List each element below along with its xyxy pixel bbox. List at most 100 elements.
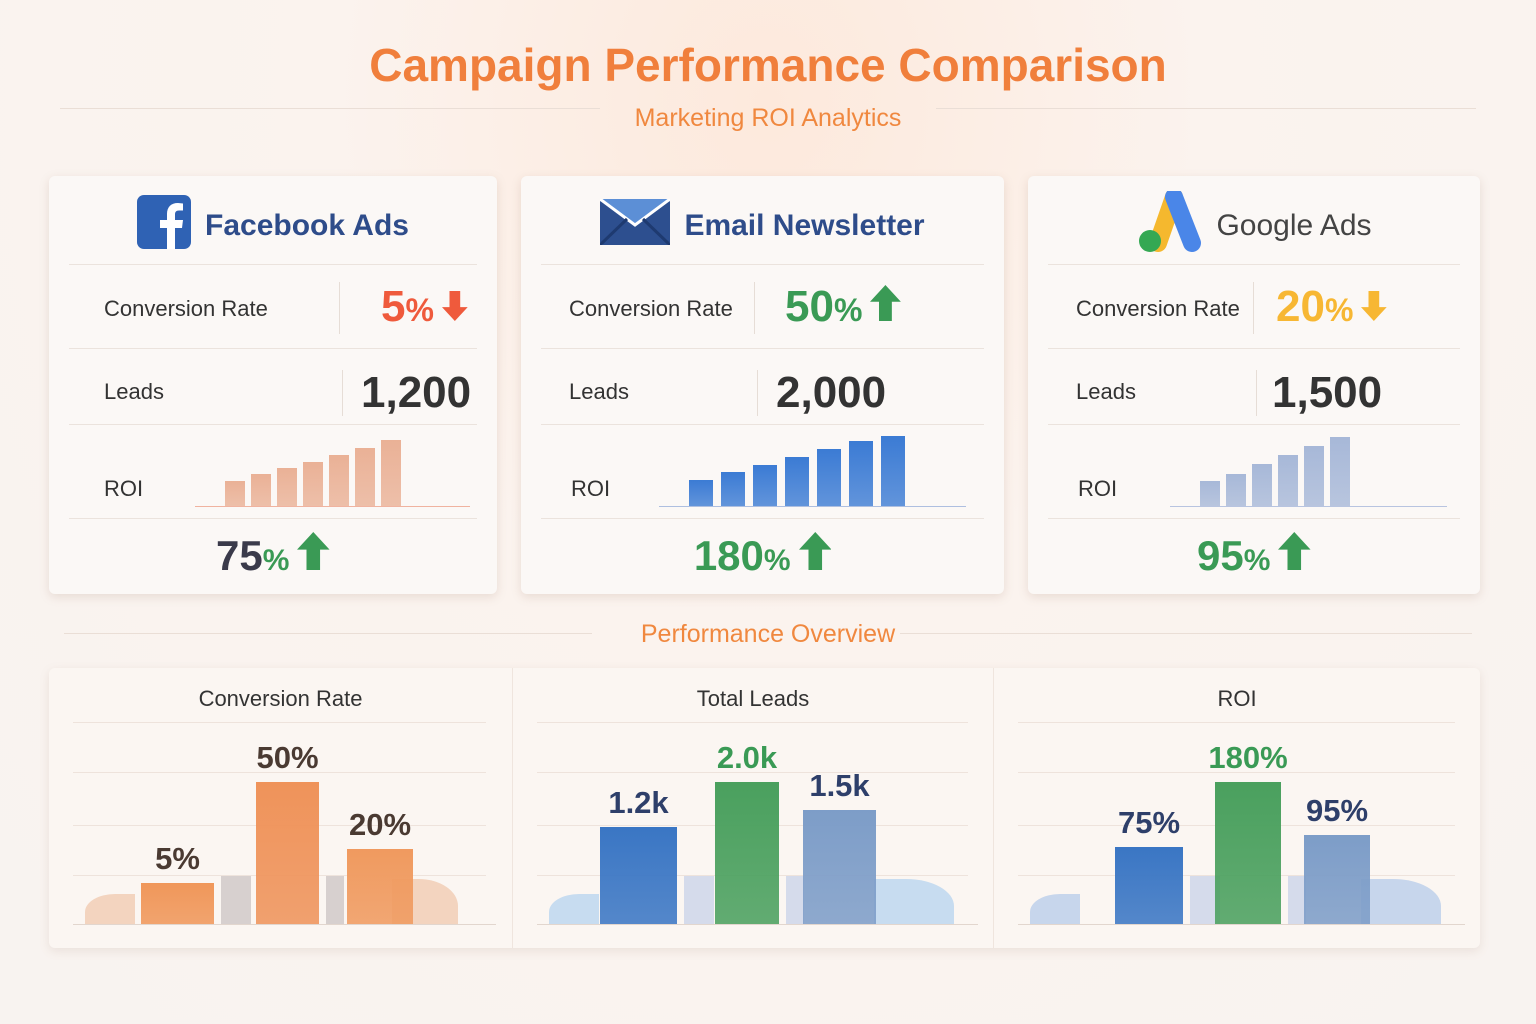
trend-bar xyxy=(753,465,777,506)
divider xyxy=(69,424,477,425)
bar-email-newsletter[interactable] xyxy=(1215,782,1281,924)
chart-title: ROI xyxy=(1217,686,1257,711)
divider xyxy=(64,633,592,634)
card-title: Email Newsletter xyxy=(684,209,925,242)
overview-panel: Conversion Rate 5% 50% 20% Total Leads 1.2k 2.… xyxy=(49,668,1480,948)
bar-google-ads[interactable] xyxy=(803,810,876,924)
divider xyxy=(1048,518,1460,519)
divider xyxy=(900,633,1472,634)
conversion-rate-value: 50% xyxy=(785,282,902,332)
bar-facebook-ads[interactable] xyxy=(1115,847,1183,924)
roi-label: ROI xyxy=(104,476,144,501)
value-number: 20 xyxy=(1276,282,1325,331)
arrow-down-icon xyxy=(441,282,468,332)
arrow-up-icon xyxy=(798,532,832,580)
data-label: 180% xyxy=(1208,740,1288,775)
arrow-up-icon xyxy=(870,282,902,332)
leads-value: 1,500 xyxy=(1272,368,1383,417)
data-label: 75% xyxy=(1117,805,1181,840)
value-unit: % xyxy=(262,544,290,577)
roi-label: ROI xyxy=(1078,476,1118,501)
leads-value: 1,200 xyxy=(361,368,472,417)
decorative-bar xyxy=(1288,876,1306,924)
card-title: Google Ads xyxy=(1216,209,1372,242)
overview-chart-1: Total Leads 1.2k 2.0k 1.5k xyxy=(512,668,993,948)
conversion-rate-label: Conversion Rate xyxy=(104,296,268,321)
gridline xyxy=(1018,722,1455,723)
divider xyxy=(342,370,343,416)
x-axis xyxy=(1018,924,1465,925)
divider xyxy=(1048,264,1460,265)
trend-bar xyxy=(849,441,873,506)
gridline xyxy=(1018,772,1455,773)
decorative-hill xyxy=(85,894,135,924)
trend-bar xyxy=(1200,481,1220,506)
data-label: 20% xyxy=(348,807,412,842)
trend-bar xyxy=(881,436,905,506)
campaign-card: Email Newsletter Conversion Rate 50% Leads 2… xyxy=(521,176,1004,594)
facebook-icon xyxy=(137,195,192,257)
bar-email-newsletter[interactable] xyxy=(715,782,779,924)
trend-bar xyxy=(1304,446,1324,506)
conversion-rate-value: 20% xyxy=(1276,282,1388,332)
trend-bar xyxy=(721,472,745,506)
decorative-bar xyxy=(326,876,344,924)
leads-label: Leads xyxy=(104,379,164,404)
value-unit: % xyxy=(405,292,434,328)
gridline xyxy=(73,722,486,723)
trend-bar xyxy=(381,440,401,506)
x-axis xyxy=(73,924,496,925)
divider xyxy=(936,108,1476,109)
trend-bar xyxy=(1330,437,1350,506)
value-number: 180 xyxy=(693,532,764,579)
trend-bar xyxy=(817,449,841,506)
trend-bar xyxy=(1226,474,1246,506)
conversion-rate-label: Conversion Rate xyxy=(569,296,733,321)
roi-trend-chart xyxy=(689,434,905,506)
roi-trend-chart xyxy=(1200,434,1350,506)
data-label: 95% xyxy=(1305,793,1369,828)
roi-trend-chart xyxy=(225,434,401,506)
card-header: Email Newsletter xyxy=(521,196,1004,256)
overview-chart-2: ROI 75% 180% 95% xyxy=(993,668,1480,948)
data-label: 1.2k xyxy=(608,785,669,820)
bar-google-ads[interactable] xyxy=(347,849,413,924)
divider xyxy=(60,108,600,109)
trend-bar xyxy=(225,481,245,506)
value-number: 95 xyxy=(1197,532,1244,579)
page-subtitle: Marketing ROI Analytics xyxy=(634,104,902,132)
gridline xyxy=(537,722,968,723)
arrow-down-icon xyxy=(1361,282,1388,332)
overview-title: Performance Overview xyxy=(640,620,896,648)
leads-label: Leads xyxy=(1076,379,1136,404)
data-label: 50% xyxy=(256,740,319,775)
roi-value: 75% xyxy=(49,532,497,580)
chart-baseline xyxy=(1170,506,1447,507)
conversion-rate-label: Conversion Rate xyxy=(1076,296,1240,321)
overview-chart-0: Conversion Rate 5% 50% 20% xyxy=(49,668,512,948)
card-title: Facebook Ads xyxy=(205,209,409,242)
divider xyxy=(757,370,758,416)
campaign-card: Google Ads Conversion Rate 20% Leads 1,500 RO… xyxy=(1028,176,1480,594)
x-axis xyxy=(537,924,978,925)
bar-google-ads[interactable] xyxy=(1304,835,1370,924)
divider xyxy=(754,282,755,334)
trend-bar xyxy=(303,462,323,506)
bar-email-newsletter[interactable] xyxy=(256,782,319,924)
trend-bar xyxy=(329,455,349,506)
card-header: Google Ads xyxy=(1028,188,1480,256)
chart-baseline xyxy=(659,506,966,507)
divider xyxy=(69,348,477,349)
decorative-hill xyxy=(874,879,954,924)
bar-facebook-ads[interactable] xyxy=(141,883,214,924)
decorative-hill xyxy=(1361,879,1441,924)
chart-baseline xyxy=(195,506,470,507)
divider xyxy=(541,424,984,425)
leads-value: 2,000 xyxy=(776,368,887,417)
trend-bar xyxy=(1252,464,1272,506)
gridline xyxy=(73,772,486,773)
value-number: 75 xyxy=(216,532,263,579)
bar-facebook-ads[interactable] xyxy=(600,827,677,924)
decorative-hill xyxy=(1030,894,1080,924)
decorative-hill xyxy=(549,894,599,924)
